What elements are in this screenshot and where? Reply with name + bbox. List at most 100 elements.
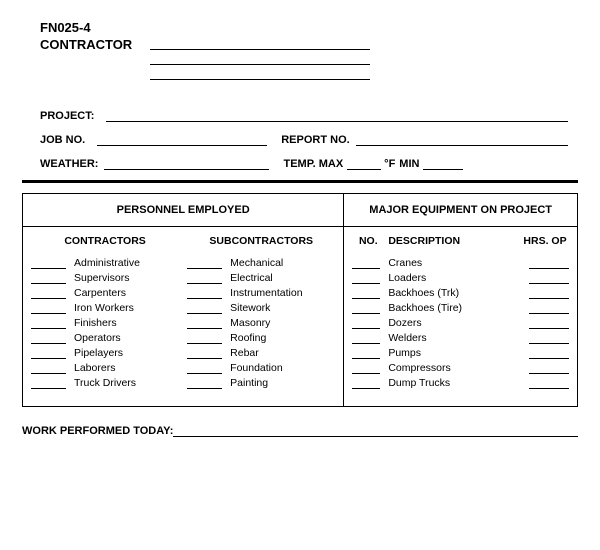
- count-blank: [187, 318, 222, 329]
- personnel-row: Electrical: [187, 272, 335, 284]
- degree-label: °F: [384, 158, 395, 170]
- equip-desc: Dozers: [384, 317, 523, 329]
- equip-hrs-blank: [529, 333, 569, 344]
- personnel-row: Truck Drivers: [31, 377, 179, 389]
- personnel-row: Painting: [187, 377, 335, 389]
- contractor-lines: [150, 37, 370, 82]
- header-fields: PROJECT: JOB NO. REPORT NO. WEATHER: TEM…: [40, 110, 568, 170]
- contractors-col: CONTRACTORS Administrative Supervisors Car…: [31, 235, 179, 392]
- personnel-label: Painting: [228, 377, 335, 389]
- personnel-header: PERSONNEL EMPLOYED: [23, 194, 343, 227]
- equipment-row: Welders: [352, 332, 569, 344]
- equip-hrs-blank: [529, 363, 569, 374]
- jobno-label: JOB NO.: [40, 134, 85, 146]
- equip-col-hrs: HRS. OP: [521, 235, 569, 247]
- equip-hrs-blank: [529, 258, 569, 269]
- equip-desc: Dump Trucks: [384, 377, 523, 389]
- count-blank: [31, 348, 66, 359]
- equipment-row: Loaders: [352, 272, 569, 284]
- equip-no-blank: [352, 318, 380, 329]
- personnel-row: Masonry: [187, 317, 335, 329]
- count-blank: [187, 378, 222, 389]
- personnel-row: Laborers: [31, 362, 179, 374]
- personnel-row: Finishers: [31, 317, 179, 329]
- personnel-row: Administrative: [31, 257, 179, 269]
- count-blank: [187, 348, 222, 359]
- personnel-label: Finishers: [72, 317, 179, 329]
- equipment-row: Backhoes (Tire): [352, 302, 569, 314]
- personnel-label: Electrical: [228, 272, 335, 284]
- count-blank: [187, 303, 222, 314]
- contractors-header: CONTRACTORS: [31, 235, 179, 247]
- equip-desc: Backhoes (Trk): [384, 287, 523, 299]
- personnel-label: Sitework: [228, 302, 335, 314]
- personnel-row: Supervisors: [31, 272, 179, 284]
- equipment-row: Pumps: [352, 347, 569, 359]
- personnel-label: Supervisors: [72, 272, 179, 284]
- form-id: FN025-4: [40, 20, 578, 35]
- equip-hrs-blank: [529, 303, 569, 314]
- work-performed-row: WORK PERFORMED TODAY:: [22, 425, 578, 437]
- equipment-row: Backhoes (Trk): [352, 287, 569, 299]
- personnel-row: Instrumentation: [187, 287, 335, 299]
- equipment-row: Cranes: [352, 257, 569, 269]
- work-performed-label: WORK PERFORMED TODAY:: [22, 425, 173, 437]
- weather-label: WEATHER:: [40, 158, 98, 170]
- tempmax-blank: [347, 158, 381, 170]
- project-label: PROJECT:: [40, 110, 94, 122]
- reportno-label: REPORT NO.: [281, 134, 349, 146]
- equip-no-blank: [352, 348, 380, 359]
- count-blank: [31, 273, 66, 284]
- personnel-row: Roofing: [187, 332, 335, 344]
- equip-desc: Pumps: [384, 347, 523, 359]
- equip-desc: Welders: [384, 332, 523, 344]
- personnel-label: Laborers: [72, 362, 179, 374]
- count-blank: [187, 273, 222, 284]
- equip-hrs-blank: [529, 318, 569, 329]
- equip-hrs-blank: [529, 348, 569, 359]
- equip-no-blank: [352, 363, 380, 374]
- equip-hrs-blank: [529, 273, 569, 284]
- main-box: PERSONNEL EMPLOYED CONTRACTORS Administr…: [22, 193, 578, 407]
- personnel-row: Mechanical: [187, 257, 335, 269]
- tempmin-blank: [423, 158, 463, 170]
- equip-hrs-blank: [529, 378, 569, 389]
- equip-desc: Compressors: [384, 362, 523, 374]
- tempmax-label: TEMP. MAX: [283, 158, 343, 170]
- count-blank: [187, 258, 222, 269]
- equip-desc: Loaders: [384, 272, 523, 284]
- personnel-row: Sitework: [187, 302, 335, 314]
- weather-blank: [104, 158, 269, 170]
- contractor-label: CONTRACTOR: [40, 37, 150, 52]
- subcontractors-header: SUBCONTRACTORS: [187, 235, 335, 247]
- subcontractors-col: SUBCONTRACTORS Mechanical Electrical Instr…: [187, 235, 335, 392]
- count-blank: [31, 288, 66, 299]
- personnel-row: Pipelayers: [31, 347, 179, 359]
- count-blank: [187, 363, 222, 374]
- equipment-panel: MAJOR EQUIPMENT ON PROJECT NO. DESCRIPTI…: [344, 194, 577, 406]
- jobno-blank: [97, 134, 267, 146]
- personnel-row: Foundation: [187, 362, 335, 374]
- equip-hrs-blank: [529, 288, 569, 299]
- equip-no-blank: [352, 378, 380, 389]
- count-blank: [31, 258, 66, 269]
- equip-no-blank: [352, 258, 380, 269]
- equip-no-blank: [352, 303, 380, 314]
- equip-col-desc: DESCRIPTION: [384, 235, 521, 247]
- personnel-row: Carpenters: [31, 287, 179, 299]
- contractor-row: CONTRACTOR: [40, 37, 578, 82]
- personnel-label: Operators: [72, 332, 179, 344]
- personnel-label: Roofing: [228, 332, 335, 344]
- section-divider: [22, 180, 578, 183]
- personnel-panel: PERSONNEL EMPLOYED CONTRACTORS Administr…: [23, 194, 344, 406]
- equipment-row: Dozers: [352, 317, 569, 329]
- weather-row: WEATHER: TEMP. MAX °F MIN: [40, 158, 568, 170]
- count-blank: [31, 378, 66, 389]
- min-label: MIN: [399, 158, 419, 170]
- project-row: PROJECT:: [40, 110, 568, 122]
- personnel-label: Truck Drivers: [72, 377, 179, 389]
- count-blank: [31, 333, 66, 344]
- equipment-row: Dump Trucks: [352, 377, 569, 389]
- personnel-label: Instrumentation: [228, 287, 335, 299]
- personnel-row: Iron Workers: [31, 302, 179, 314]
